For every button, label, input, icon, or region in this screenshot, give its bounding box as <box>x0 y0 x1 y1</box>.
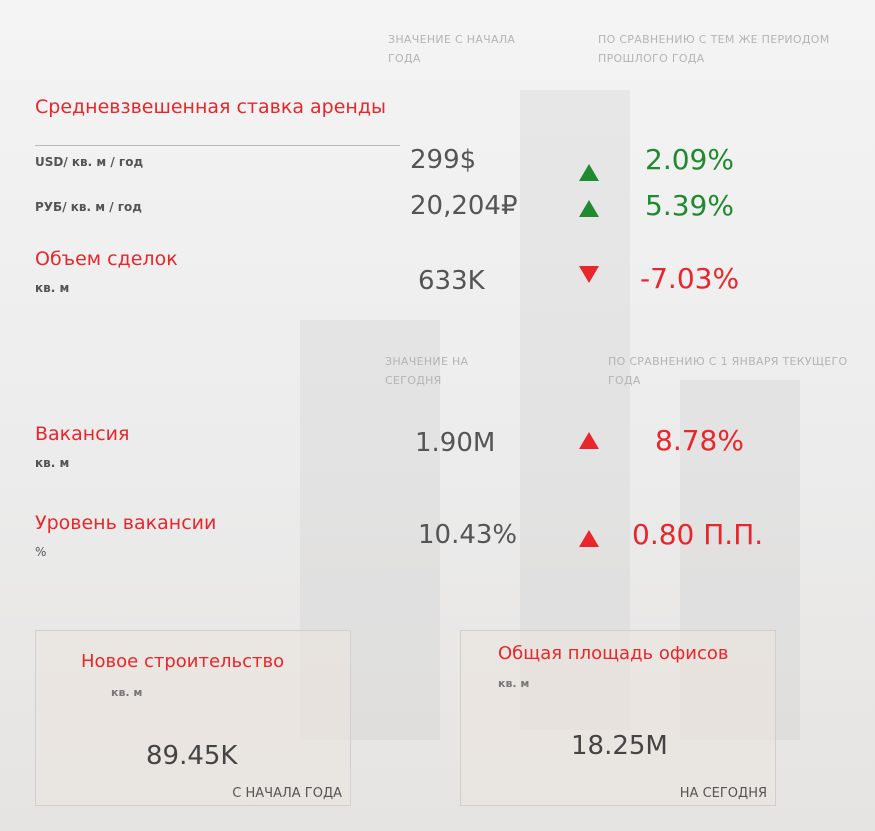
section-title: Объем сделок <box>35 248 178 270</box>
card-value: 89.45K <box>146 741 237 771</box>
metric-change: 8.78% <box>655 424 744 457</box>
unit-label: РУБ/ кв. м / год <box>35 200 142 214</box>
card-note: НА СЕГОДНЯ <box>680 786 767 801</box>
card-title: Общая площадь офисов <box>498 643 728 664</box>
metric-value: 10.43% <box>418 520 517 550</box>
unit-label: кв. м <box>35 456 69 470</box>
kpi-card: Новое строительство кв. м 89.45K С НАЧАЛ… <box>35 630 351 806</box>
unit-label: кв. м <box>111 686 142 699</box>
metric-value: 299$ <box>410 145 476 175</box>
divider <box>35 145 400 146</box>
up-arrow <box>578 528 600 548</box>
column-header: ПО СРАВНЕНИЮ С ТЕМ ЖЕ ПЕРИОДОМ ПРОШЛОГО … <box>598 30 858 68</box>
section-title: Вакансия <box>35 423 129 445</box>
unit-label: кв. м <box>498 677 529 690</box>
metric-value: 1.90M <box>415 428 495 458</box>
metric-change: 0.80 П.П. <box>632 518 763 551</box>
kpi-card: Общая площадь офисов кв. м 18.25M НА СЕГ… <box>460 630 776 806</box>
section-title: Средневзвешенная ставка аренды <box>35 96 386 118</box>
down-arrow <box>578 264 600 284</box>
card-value: 18.25M <box>571 731 668 761</box>
up-arrow <box>578 162 600 182</box>
dashboard: ЗНАЧЕНИЕ С НАЧАЛА ГОДА ПО СРАВНЕНИЮ С ТЕ… <box>0 0 875 831</box>
unit-label: USD/ кв. м / год <box>35 155 143 169</box>
metric-change: -7.03% <box>640 262 739 295</box>
card-title: Новое строительство <box>81 651 284 672</box>
column-header: ПО СРАВНЕНИЮ С 1 ЯНВАРЯ ТЕКУЩЕГО ГОДА <box>608 352 858 390</box>
metric-change: 2.09% <box>645 143 734 176</box>
up-arrow <box>578 198 600 218</box>
column-header: ЗНАЧЕНИЕ С НАЧАЛА ГОДА <box>388 30 518 68</box>
metric-value: 633K <box>418 266 485 296</box>
unit-label: кв. м <box>35 281 69 295</box>
metric-value: 20,204₽ <box>410 191 518 221</box>
unit-label: % <box>35 545 46 559</box>
section-title: Уровень вакансии <box>35 512 216 534</box>
card-note: С НАЧАЛА ГОДА <box>232 786 342 801</box>
metric-change: 5.39% <box>645 189 734 222</box>
column-header: ЗНАЧЕНИЕ НА СЕГОДНЯ <box>385 352 505 390</box>
up-arrow <box>578 430 600 450</box>
